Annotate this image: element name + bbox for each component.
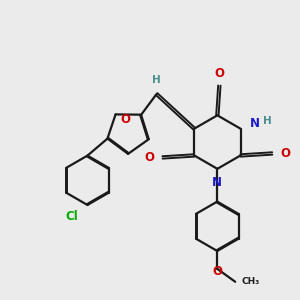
Text: O: O — [212, 266, 222, 278]
Text: O: O — [280, 147, 290, 160]
Text: N: N — [249, 117, 260, 130]
Text: O: O — [214, 67, 224, 80]
Text: Cl: Cl — [65, 210, 78, 224]
Text: O: O — [121, 113, 130, 126]
Text: H: H — [152, 75, 161, 85]
Text: N: N — [212, 176, 222, 189]
Text: H: H — [263, 116, 272, 126]
Text: O: O — [145, 151, 154, 164]
Text: CH₃: CH₃ — [241, 277, 260, 286]
